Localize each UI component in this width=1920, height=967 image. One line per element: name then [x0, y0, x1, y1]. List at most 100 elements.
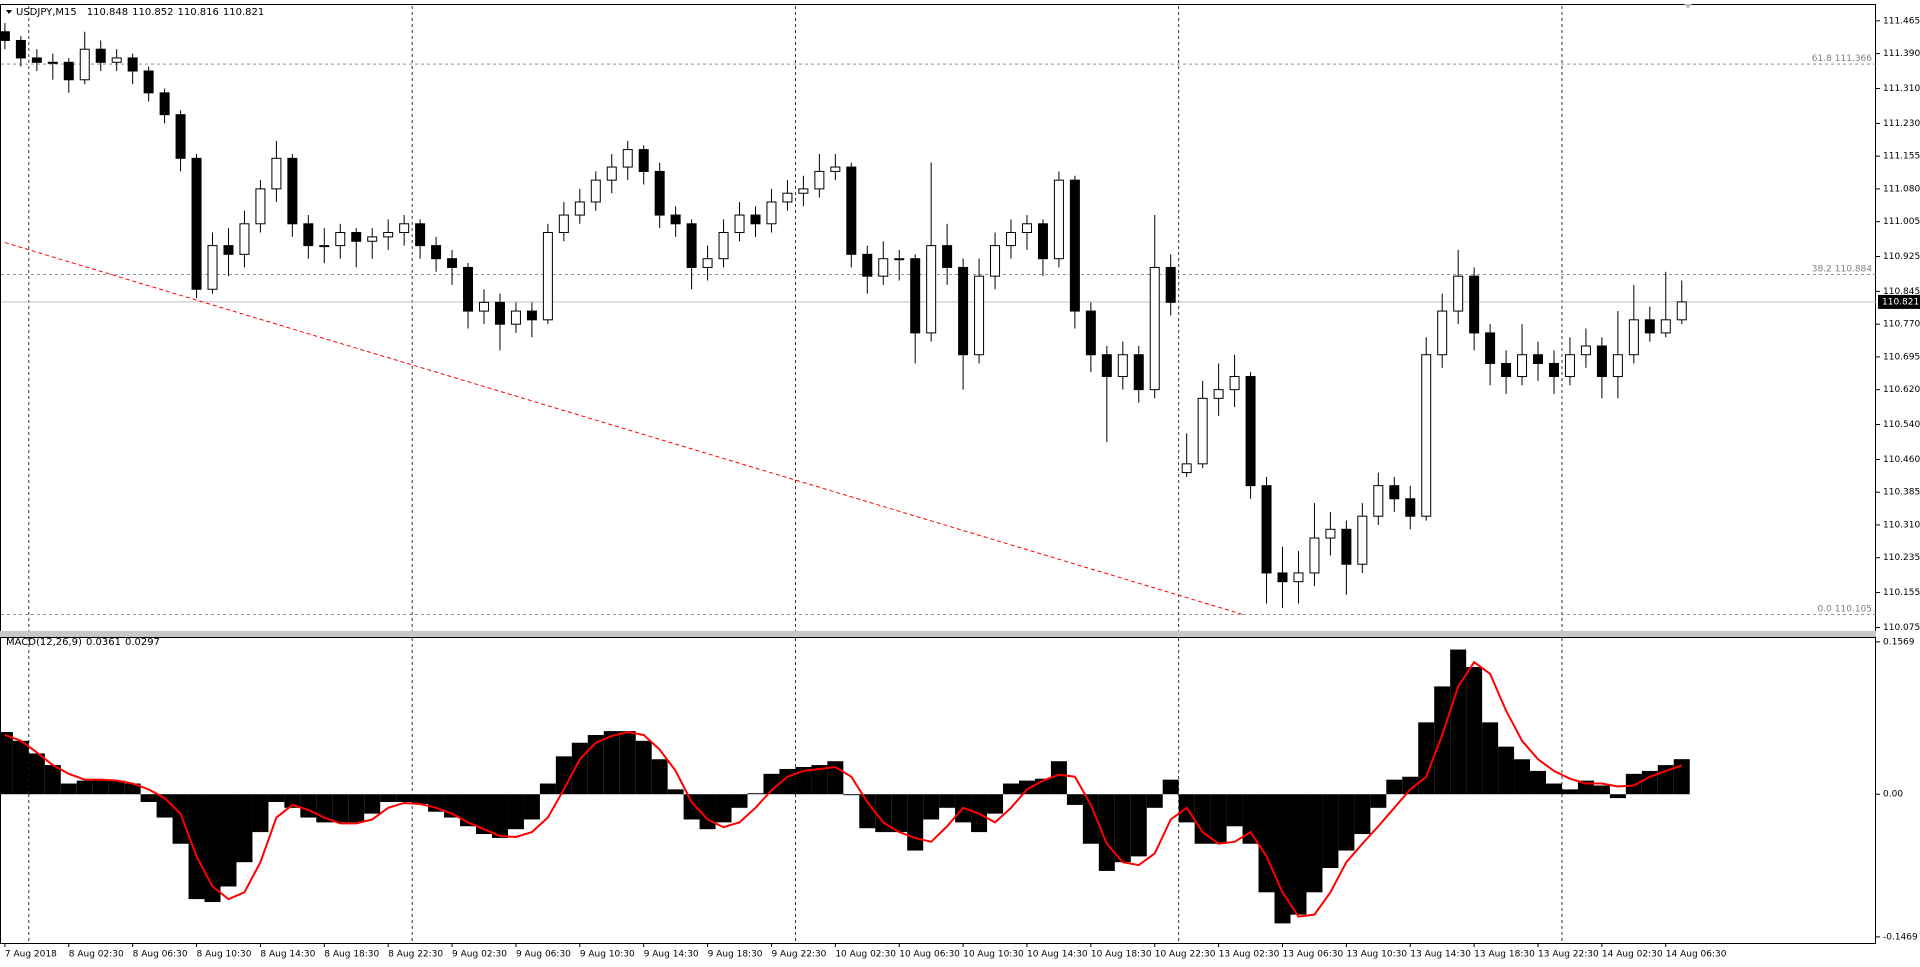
macd-bar: [1274, 794, 1291, 924]
candle-body: [431, 245, 442, 260]
macd-bar: [1338, 794, 1355, 851]
candle-body: [1660, 319, 1671, 334]
macd-bar: [1545, 783, 1562, 795]
candle-body: [191, 157, 202, 290]
macd-bar: [1434, 686, 1451, 795]
macd-bar: [1098, 794, 1115, 871]
x-tick-label: 9 Aug 06:30: [516, 950, 571, 960]
y-tick-label: 110.235: [1883, 553, 1920, 563]
y-tick-label: 110.385: [1883, 488, 1920, 498]
macd-bar: [412, 794, 429, 804]
macd-bar: [172, 794, 189, 844]
macd-bar: [220, 794, 237, 887]
candle-body: [303, 223, 314, 247]
x-tick-label: 9 Aug 14:30: [644, 950, 699, 960]
macd-bar: [539, 783, 556, 795]
candle-body: [606, 166, 617, 181]
fib-level: 61.8: [1812, 54, 1832, 64]
x-tick-label: 10 Aug 18:30: [1091, 950, 1152, 960]
candle-body: [1245, 376, 1256, 487]
candle-body: [335, 232, 346, 247]
candle-body: [1021, 223, 1032, 234]
macd-bar: [923, 794, 940, 820]
macd-bar: [252, 794, 269, 833]
candle-body: [974, 275, 985, 356]
y-tick-label: 110.620: [1883, 385, 1920, 395]
y-tick-label: 110.310: [1883, 520, 1920, 530]
x-tick-label: 10 Aug 14:30: [1027, 950, 1088, 960]
candle-body: [1564, 354, 1575, 378]
x-tick-label: 10 Aug 10:30: [963, 950, 1024, 960]
macd-bar: [859, 794, 876, 829]
y-tick-label: -0.1469: [1883, 932, 1918, 942]
candle-body: [942, 245, 953, 268]
candle-body: [1485, 332, 1496, 364]
candle-body: [1117, 354, 1128, 378]
candle-body: [319, 245, 330, 248]
candle-body: [399, 223, 410, 234]
candle-body: [814, 170, 825, 190]
menu-triangle: [6, 10, 12, 14]
macd-bar: [1242, 794, 1259, 844]
macd-bar: [1066, 794, 1083, 805]
candle-body: [1229, 376, 1240, 391]
text-layer: 111.465 111.390 111.310 111.230 111.155 111.0…: [4, 7, 1920, 960]
candle-body: [910, 258, 921, 334]
macd-bar: [284, 794, 301, 808]
candle-body: [718, 232, 729, 260]
header-price: 110.852: [132, 7, 173, 18]
header-price: 110.848: [87, 7, 128, 18]
candle-body: [15, 39, 26, 59]
fib-level: 0.0: [1817, 604, 1832, 614]
y-tick-label: 111.465: [1883, 16, 1920, 26]
candle-body: [734, 214, 745, 234]
x-tick-label: 8 Aug 02:30: [69, 950, 124, 960]
candle-body: [1261, 485, 1272, 574]
candle-body: [1165, 266, 1176, 303]
macd-bar: [811, 765, 828, 795]
macd-bar: [907, 794, 924, 851]
header-price: 110.816: [178, 7, 219, 18]
macd-bar: [731, 794, 748, 808]
candle-body: [1501, 362, 1512, 378]
candle-body: [1533, 354, 1544, 364]
candle-body: [0, 31, 10, 41]
price-label-box: [1878, 294, 1920, 309]
macd-bar: [1530, 770, 1547, 795]
candle-body: [670, 214, 681, 225]
candle-body: [1389, 485, 1400, 500]
y-tick-label: 110.540: [1883, 420, 1920, 430]
candle-body: [894, 258, 905, 261]
macd-bar: [108, 780, 125, 795]
signal-value: 0.0297: [125, 637, 160, 648]
macd-bar: [603, 731, 620, 795]
candle-body: [159, 92, 170, 116]
macd-bar: [1050, 761, 1067, 795]
x-tick-label: 8 Aug 22:30: [388, 950, 443, 960]
candle-body: [479, 301, 489, 312]
candle-body: [1517, 354, 1528, 378]
marks-layer: [0, 23, 1690, 924]
x-tick-label: 14 Aug 06:30: [1666, 950, 1727, 960]
candle-body: [1612, 354, 1623, 378]
candle-body: [1277, 572, 1288, 583]
fib-label: 61.8 111.366: [1812, 54, 1873, 64]
x-tick-label: 9 Aug 22:30: [771, 950, 826, 960]
x-tick-label: 14 Aug 02:30: [1602, 950, 1663, 960]
x-tick-label: 10 Aug 06:30: [899, 950, 960, 960]
macd-value: 0.0361: [86, 637, 121, 648]
candle-body: [1101, 354, 1112, 378]
candle-body: [1325, 528, 1336, 539]
macd-bar: [1609, 794, 1626, 799]
x-tick-label: 13 Aug 02:30: [1219, 950, 1280, 960]
macd-bar: [763, 773, 780, 795]
macd-bar: [1162, 779, 1179, 795]
x-tick-label: 13 Aug 18:30: [1474, 950, 1535, 960]
macd-bar: [1418, 722, 1435, 795]
candle-body: [1133, 354, 1144, 391]
candle-body: [1373, 485, 1384, 517]
candle-body: [1469, 275, 1480, 334]
x-tick-label: 9 Aug 10:30: [580, 950, 635, 960]
